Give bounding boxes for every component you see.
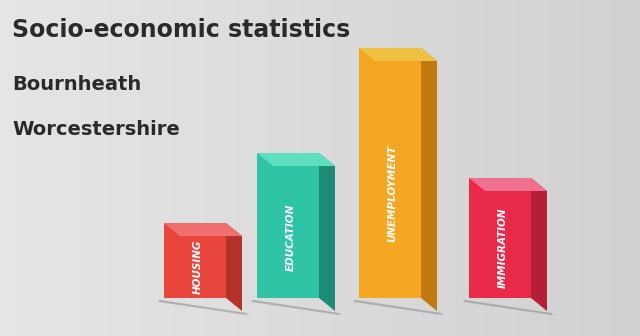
Text: HOUSING: HOUSING [193,239,202,294]
Polygon shape [226,223,242,311]
Polygon shape [463,300,555,315]
Polygon shape [164,223,242,236]
Polygon shape [531,178,547,311]
Text: Socio-economic statistics: Socio-economic statistics [12,18,350,42]
Polygon shape [421,48,437,311]
Text: IMMIGRATION: IMMIGRATION [497,207,508,288]
Polygon shape [158,300,250,315]
Polygon shape [469,178,531,298]
Polygon shape [359,48,437,61]
Polygon shape [353,300,445,315]
Polygon shape [257,153,319,298]
Text: Worcestershire: Worcestershire [12,120,180,139]
Text: UNEMPLOYMENT: UNEMPLOYMENT [387,144,397,242]
Polygon shape [469,178,547,191]
Text: EDUCATION: EDUCATION [285,204,296,271]
Text: Bournheath: Bournheath [12,75,141,94]
Polygon shape [257,153,335,166]
Polygon shape [251,300,343,315]
Polygon shape [359,48,421,298]
Polygon shape [164,223,226,298]
Polygon shape [319,153,335,311]
